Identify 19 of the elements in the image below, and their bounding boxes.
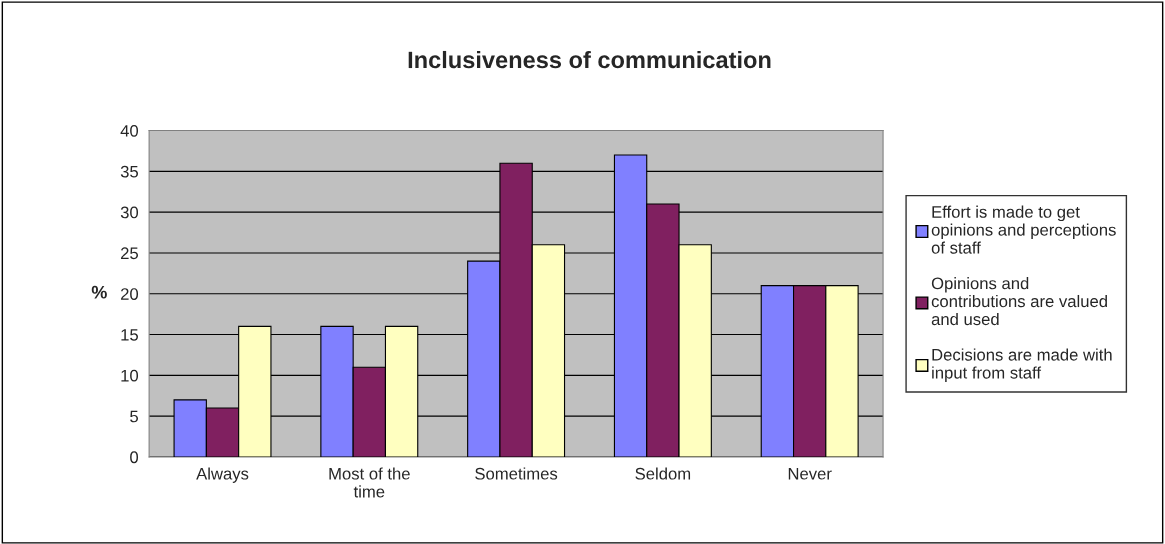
x-tick-label: Most of the time	[329, 467, 410, 498]
y-tick-label: 5	[130, 410, 139, 423]
y-tick-label: 20	[121, 288, 139, 300]
y-tick-label: 10	[121, 369, 139, 382]
y-tick-label: 0	[130, 451, 139, 464]
x-tick-label: Seldom	[635, 467, 691, 480]
y-tick-label: 40	[120, 124, 139, 137]
legend-label: Opinions and contributions are valued and used	[931, 277, 1107, 326]
legend-label: Decisions are made with input from staff	[932, 348, 1112, 382]
y-axis-title: %	[91, 285, 107, 299]
x-tick-label: Sometimes	[475, 467, 558, 480]
x-tick-label: Always	[196, 467, 249, 483]
legend-label: Effort is made to get opinions and perceptions of staff	[931, 205, 1116, 254]
y-tick-label: 35	[120, 165, 139, 178]
x-tick-label: Never	[788, 467, 832, 480]
y-tick-label: 15	[121, 329, 139, 341]
y-tick-label: 30	[120, 206, 139, 219]
chart-title: Inclusiveness of communication	[408, 50, 771, 69]
y-tick-label: 25	[121, 247, 139, 260]
